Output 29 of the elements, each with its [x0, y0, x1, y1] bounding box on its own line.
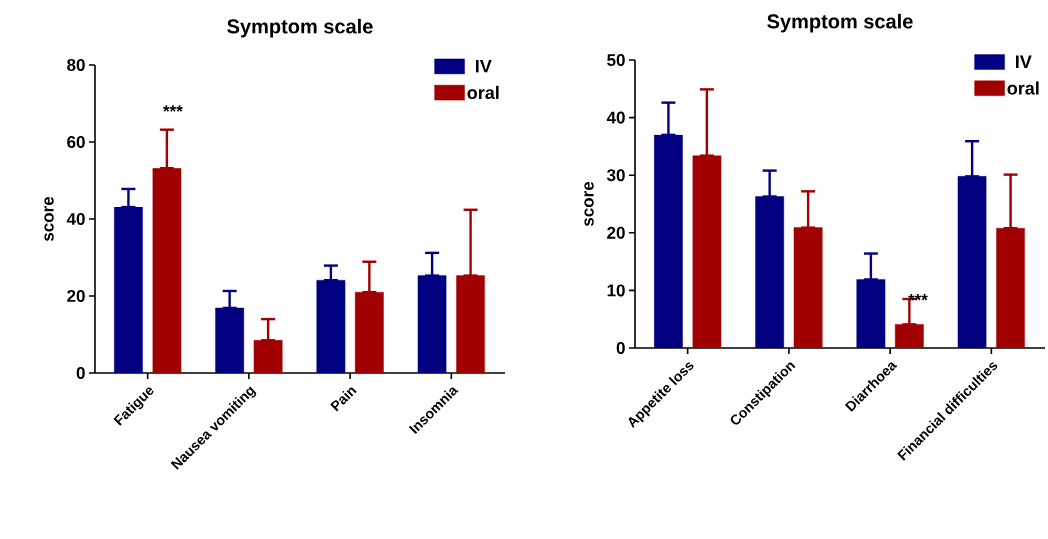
annotation: *** — [908, 294, 928, 301]
y-tick-label: 40 — [66, 212, 85, 226]
y-tick-label: 20 — [67, 289, 85, 303]
chart-title: Symptom scale — [227, 18, 373, 38]
legend-label: IV — [1016, 55, 1032, 68]
y-tick-label: 0 — [616, 341, 625, 355]
y-tick-label: 40 — [606, 111, 625, 124]
legend-label: oral — [467, 85, 499, 100]
y-tick-label: 60 — [67, 135, 85, 149]
y-axis-title: score — [44, 196, 54, 242]
y-tick-label: 50 — [607, 53, 625, 67]
bar — [755, 196, 785, 348]
y-axis-title: score — [584, 181, 594, 227]
legend-label: oral — [1007, 81, 1039, 95]
bar — [114, 206, 143, 373]
y-tick-label: 0 — [76, 366, 85, 380]
y-tick-label: 80 — [67, 58, 85, 72]
bar — [215, 307, 245, 373]
bar — [856, 279, 886, 348]
y-tick-label: 30 — [606, 169, 625, 182]
annotation: *** — [163, 105, 183, 112]
bar — [654, 134, 683, 348]
bar — [417, 275, 447, 373]
bar — [957, 176, 987, 348]
chart-title: Symptom scale — [767, 13, 913, 33]
y-tick-label: 10 — [607, 284, 625, 297]
legend-label: IV — [476, 59, 492, 73]
y-tick-label: 20 — [607, 226, 625, 239]
bar — [316, 280, 346, 373]
